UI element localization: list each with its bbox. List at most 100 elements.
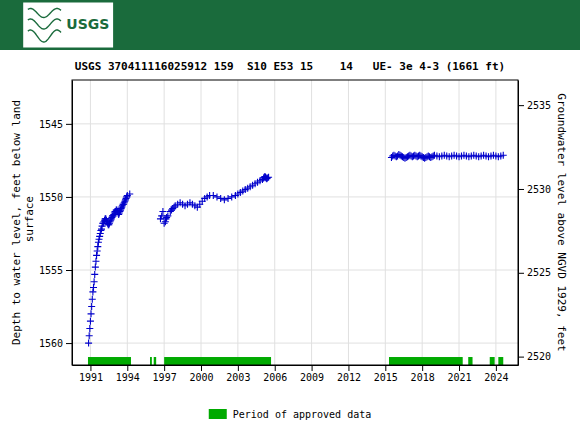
tick: 1560 bbox=[39, 338, 72, 349]
title: USGS 370411116025912 159 S10 E53 15 14 U… bbox=[75, 60, 505, 73]
grid-line bbox=[237, 80, 238, 365]
grid-line bbox=[348, 80, 349, 365]
tick: 2000 bbox=[189, 365, 213, 383]
data-point bbox=[91, 278, 98, 285]
tick: 2018 bbox=[411, 365, 435, 383]
data-point bbox=[93, 252, 100, 259]
tick-mark bbox=[496, 365, 497, 371]
tick-label: 2024 bbox=[484, 372, 508, 383]
tick-mark bbox=[348, 365, 349, 371]
tick-label: 2021 bbox=[447, 372, 471, 383]
tick-mark bbox=[518, 105, 524, 106]
data-point bbox=[94, 248, 101, 255]
grid-line bbox=[127, 80, 128, 365]
data-point bbox=[264, 174, 271, 181]
grid-line bbox=[72, 270, 518, 271]
grid-line bbox=[274, 80, 275, 365]
tick: 1545 bbox=[39, 119, 72, 130]
grid-line bbox=[72, 196, 518, 197]
approved-bar bbox=[490, 357, 495, 365]
annotation: USGS bbox=[66, 16, 109, 32]
data-point bbox=[217, 195, 224, 202]
tick-mark bbox=[422, 365, 423, 371]
tick-mark bbox=[90, 365, 91, 371]
logo-wave bbox=[28, 30, 61, 42]
marks bbox=[85, 151, 507, 365]
approved-bar bbox=[468, 357, 472, 365]
tick: 2535 bbox=[518, 100, 551, 111]
tick: 1555 bbox=[39, 265, 72, 276]
approved-periods bbox=[88, 357, 503, 365]
tick: 2525 bbox=[518, 267, 551, 278]
tick-label: 2018 bbox=[411, 372, 435, 383]
data-point bbox=[163, 214, 170, 221]
tick-label: 2000 bbox=[189, 372, 213, 383]
grid-line bbox=[495, 80, 496, 365]
data-point bbox=[265, 174, 272, 181]
approved-bar bbox=[389, 357, 463, 365]
tick-label: 2003 bbox=[226, 372, 250, 383]
tick-label: 1555 bbox=[39, 265, 63, 276]
y2-axis: 2520 2525 2530 2535 bbox=[518, 81, 551, 366]
chart: USGS USGS 370411116025912 159 S10 E53 15 … bbox=[0, 0, 580, 430]
tick-label: 2520 bbox=[527, 351, 551, 362]
x-axis: 1991199419972000200320062009201220152018… bbox=[73, 365, 519, 383]
series bbox=[85, 151, 507, 347]
tick-mark bbox=[275, 365, 276, 371]
tick-mark bbox=[66, 343, 72, 344]
y2-axis-label: Groundwater level above NGVD 1929, feet bbox=[555, 93, 568, 351]
legend: Period of approved data bbox=[209, 409, 371, 420]
data-point bbox=[91, 271, 98, 278]
grid-line bbox=[72, 123, 518, 124]
header: USGS bbox=[0, 0, 580, 50]
data-point bbox=[213, 193, 220, 200]
tick-mark bbox=[201, 365, 202, 371]
tick-mark bbox=[385, 365, 386, 371]
data-point bbox=[88, 310, 95, 317]
tick: 1991 bbox=[79, 365, 103, 383]
tick-label: 2012 bbox=[337, 372, 361, 383]
tick-label: 1991 bbox=[79, 372, 103, 383]
approved-bar bbox=[498, 357, 503, 365]
tick-mark bbox=[127, 365, 128, 371]
data-point bbox=[89, 296, 96, 303]
approved-bar bbox=[150, 357, 152, 365]
tick: 2520 bbox=[518, 351, 551, 362]
data-point bbox=[97, 227, 104, 234]
tick-label: 2009 bbox=[300, 372, 324, 383]
tick-mark bbox=[66, 197, 72, 198]
legend-label: Period of approved data bbox=[233, 409, 371, 420]
header-bar bbox=[0, 0, 580, 50]
logo-box bbox=[23, 3, 113, 48]
plot-frame bbox=[72, 80, 518, 365]
grid-line bbox=[422, 80, 423, 365]
axis-line bbox=[518, 81, 519, 366]
data-point bbox=[90, 284, 97, 291]
grid-line bbox=[459, 80, 460, 365]
grid-line bbox=[311, 80, 312, 365]
plot-area: 1991199419972000200320062009201220152018… bbox=[39, 80, 551, 383]
data-point bbox=[86, 325, 93, 332]
data-point bbox=[210, 192, 217, 199]
grid bbox=[72, 80, 518, 365]
tick-label: 2535 bbox=[527, 100, 551, 111]
data-point bbox=[86, 332, 93, 339]
data-point bbox=[126, 191, 133, 198]
data-point bbox=[228, 193, 235, 200]
data-point bbox=[221, 196, 228, 203]
logo-wave bbox=[28, 19, 61, 29]
tick-mark bbox=[312, 365, 313, 371]
data-point bbox=[94, 243, 101, 250]
tick-label: 2006 bbox=[263, 372, 287, 383]
tick-mark bbox=[66, 124, 72, 125]
tick-label: 2015 bbox=[374, 372, 398, 383]
tick: 1994 bbox=[116, 365, 140, 383]
logo-wave bbox=[28, 9, 61, 18]
axis-line bbox=[73, 365, 519, 366]
tick: 2012 bbox=[337, 365, 361, 383]
approved-bar bbox=[154, 357, 156, 365]
tick: 2021 bbox=[447, 365, 471, 383]
tick: 2009 bbox=[300, 365, 324, 383]
approved-bar bbox=[164, 357, 271, 365]
tick: 2530 bbox=[518, 184, 551, 195]
